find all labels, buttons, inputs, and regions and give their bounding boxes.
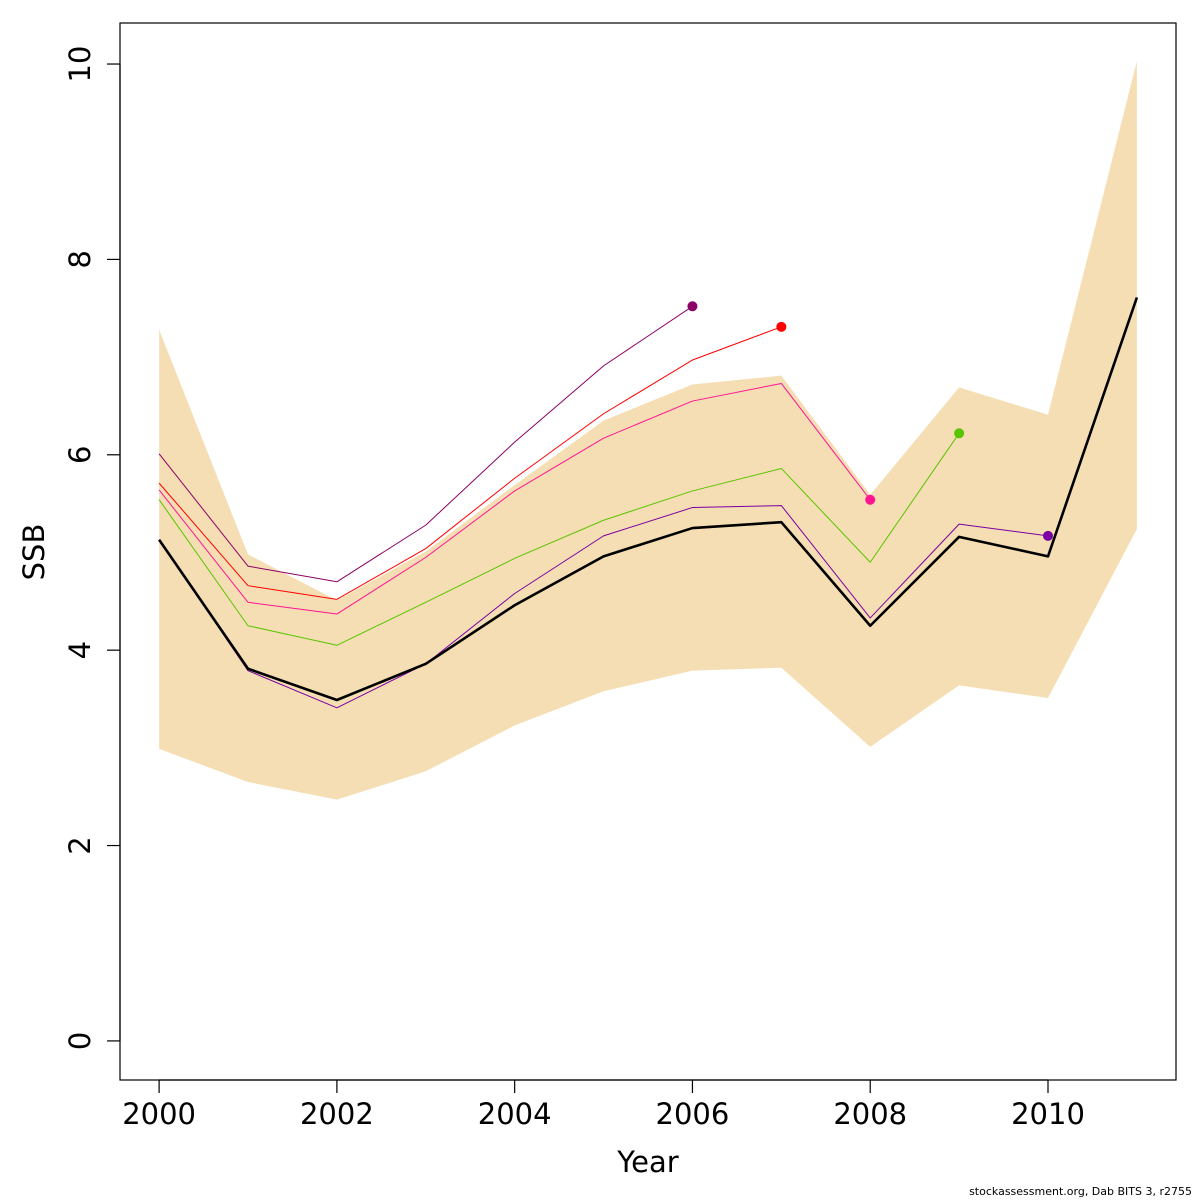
x-tick-label: 2000 (122, 1097, 196, 1131)
y-tick-label: 10 (63, 46, 97, 83)
y-tick-label: 6 (63, 446, 97, 464)
y-tick-label: 2 (63, 836, 97, 854)
series-line-1 (158, 297, 1139, 702)
x-axis-title: Year (616, 1145, 678, 1179)
footer-credit: stockassessment.org, Dab BITS 3, r2755 (969, 1185, 1192, 1198)
series-endpoint-6 (687, 301, 698, 312)
series-endpoint-3 (954, 428, 965, 439)
series-line-4 (158, 382, 871, 615)
series-layer (158, 297, 1139, 709)
ticks-layer: 2000 2002 2004 2006 2008 2010 0 2 4 6 8 10 (63, 46, 1085, 1131)
confidence-band-layer (159, 61, 1137, 800)
series-line-2 (158, 505, 1049, 709)
y-tick-label: 0 (63, 1032, 97, 1050)
x-tick-label: 2010 (1011, 1097, 1085, 1131)
series-line-6 (158, 305, 693, 583)
series-endpoint-4 (865, 494, 876, 505)
confidence-band (159, 61, 1137, 800)
series-endpoint-2 (1043, 530, 1053, 541)
x-tick-label: 2008 (833, 1097, 907, 1131)
y-tick-label: 8 (63, 250, 97, 268)
y-tick-label: 4 (63, 641, 97, 659)
x-tick-label: 2006 (656, 1097, 730, 1131)
series-line-5 (158, 326, 782, 600)
y-axis-title: SSB (17, 524, 51, 581)
series-line-3 (158, 433, 960, 646)
x-tick-label: 2002 (300, 1097, 374, 1131)
series-endpoint-5 (776, 321, 787, 332)
x-tick-label: 2004 (478, 1097, 552, 1131)
